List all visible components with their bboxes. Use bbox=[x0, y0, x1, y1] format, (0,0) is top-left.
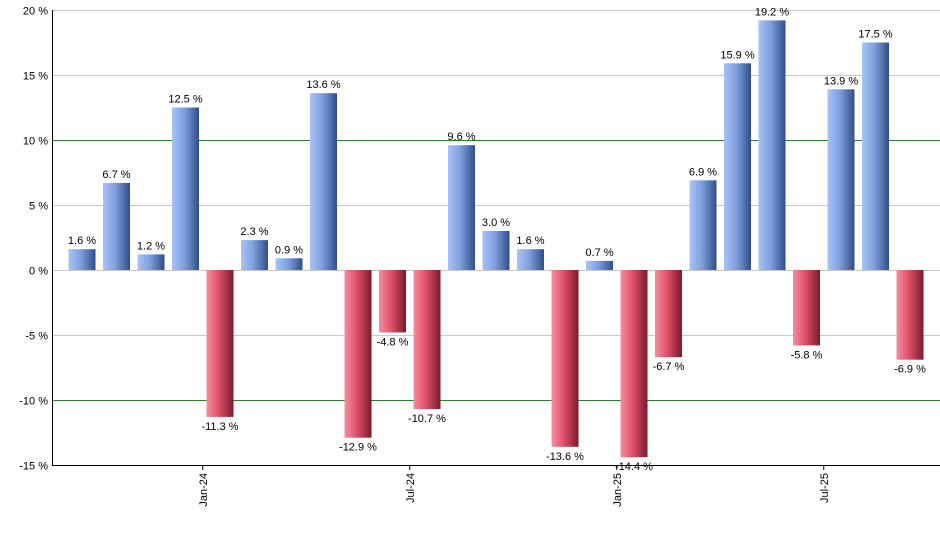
bar bbox=[413, 270, 441, 410]
bar-value-label: 13.6 % bbox=[306, 79, 340, 91]
x-tick-label: Jul-25 bbox=[819, 473, 831, 503]
bar bbox=[724, 63, 751, 270]
bar-value-label: -14.4 % bbox=[615, 461, 653, 473]
bar-value-label: -11.3 % bbox=[201, 421, 238, 433]
y-tick-label: -15 % bbox=[19, 461, 48, 473]
bar bbox=[448, 145, 475, 270]
bar-value-label: -6.9 % bbox=[894, 364, 926, 376]
bar bbox=[206, 270, 234, 417]
bar-value-label: 6.9 % bbox=[689, 166, 717, 178]
x-tick-label: Jan-24 bbox=[198, 473, 210, 507]
axes bbox=[52, 10, 940, 466]
bar bbox=[482, 231, 510, 270]
bars bbox=[68, 20, 924, 458]
bar-value-label: 6.7 % bbox=[102, 169, 130, 181]
bar-value-label: 2.3 % bbox=[240, 226, 268, 238]
bar bbox=[68, 249, 96, 270]
bar bbox=[517, 249, 544, 270]
bar bbox=[172, 107, 199, 270]
bar-value-label: 9.6 % bbox=[447, 131, 475, 143]
bar-value-label: -6.7 % bbox=[653, 361, 685, 373]
y-axis-tick-labels: 20 % 15 % 10 % 5 % 0 % -5 % -10 % -15 % bbox=[19, 6, 48, 473]
bar-value-label: -12.9 % bbox=[339, 442, 377, 454]
bar-value-label: 12.5 % bbox=[168, 94, 202, 106]
x-tick-label: Jul-24 bbox=[405, 473, 417, 503]
bar bbox=[310, 93, 337, 270]
bar-value-label: 13.9 % bbox=[824, 75, 858, 87]
x-tick-label: Jan-25 bbox=[612, 473, 624, 507]
bar bbox=[758, 20, 786, 271]
bar bbox=[655, 270, 682, 358]
bar-value-label: -13.6 % bbox=[546, 451, 584, 463]
bar bbox=[827, 89, 855, 270]
bar bbox=[689, 180, 717, 270]
bar-value-label: -10.7 % bbox=[408, 413, 446, 425]
bar bbox=[379, 270, 406, 333]
bar bbox=[137, 254, 165, 270]
bar-value-label: -5.8 % bbox=[791, 349, 823, 361]
gridlines bbox=[52, 10, 940, 466]
bar bbox=[551, 270, 579, 447]
bar bbox=[586, 260, 613, 270]
bar bbox=[620, 270, 648, 458]
bar-value-label: 1.2 % bbox=[137, 240, 165, 252]
bar-value-label: 0.9 % bbox=[275, 244, 303, 256]
bar-value-label: 0.7 % bbox=[585, 247, 613, 259]
bar bbox=[344, 270, 372, 438]
bar bbox=[275, 258, 303, 270]
bar-value-label: 3.0 % bbox=[482, 217, 510, 229]
bar bbox=[793, 270, 820, 346]
y-tick-label: 15 % bbox=[23, 71, 48, 83]
y-tick-label: 20 % bbox=[23, 6, 48, 18]
bar-value-label: -4.8 % bbox=[377, 336, 409, 348]
bar bbox=[241, 240, 268, 270]
bar bbox=[896, 270, 924, 360]
y-tick-label: 10 % bbox=[23, 136, 48, 148]
bar-value-label: 1.6 % bbox=[516, 235, 544, 247]
bar bbox=[862, 42, 889, 270]
y-tick-label: -10 % bbox=[19, 396, 48, 408]
y-tick-label: -5 % bbox=[25, 331, 48, 343]
bar-value-label: 1.6 % bbox=[68, 235, 96, 247]
x-axis-tick-labels: Jan-24 Jul-24 Jan-25 Jul-25 bbox=[198, 465, 831, 507]
data-labels: 1.6 % 6.7 % 1.2 % 12.5 % -11.3 % 2.3 % 0.9 % 13… bbox=[68, 6, 926, 473]
y-tick-label: 5 % bbox=[29, 201, 48, 213]
bar-value-label: 17.5 % bbox=[858, 29, 892, 41]
bar-value-label: 15.9 % bbox=[720, 49, 754, 61]
y-tick-label: 0 % bbox=[29, 266, 48, 278]
bar-value-label: 19.2 % bbox=[755, 6, 789, 18]
bar bbox=[103, 182, 130, 270]
